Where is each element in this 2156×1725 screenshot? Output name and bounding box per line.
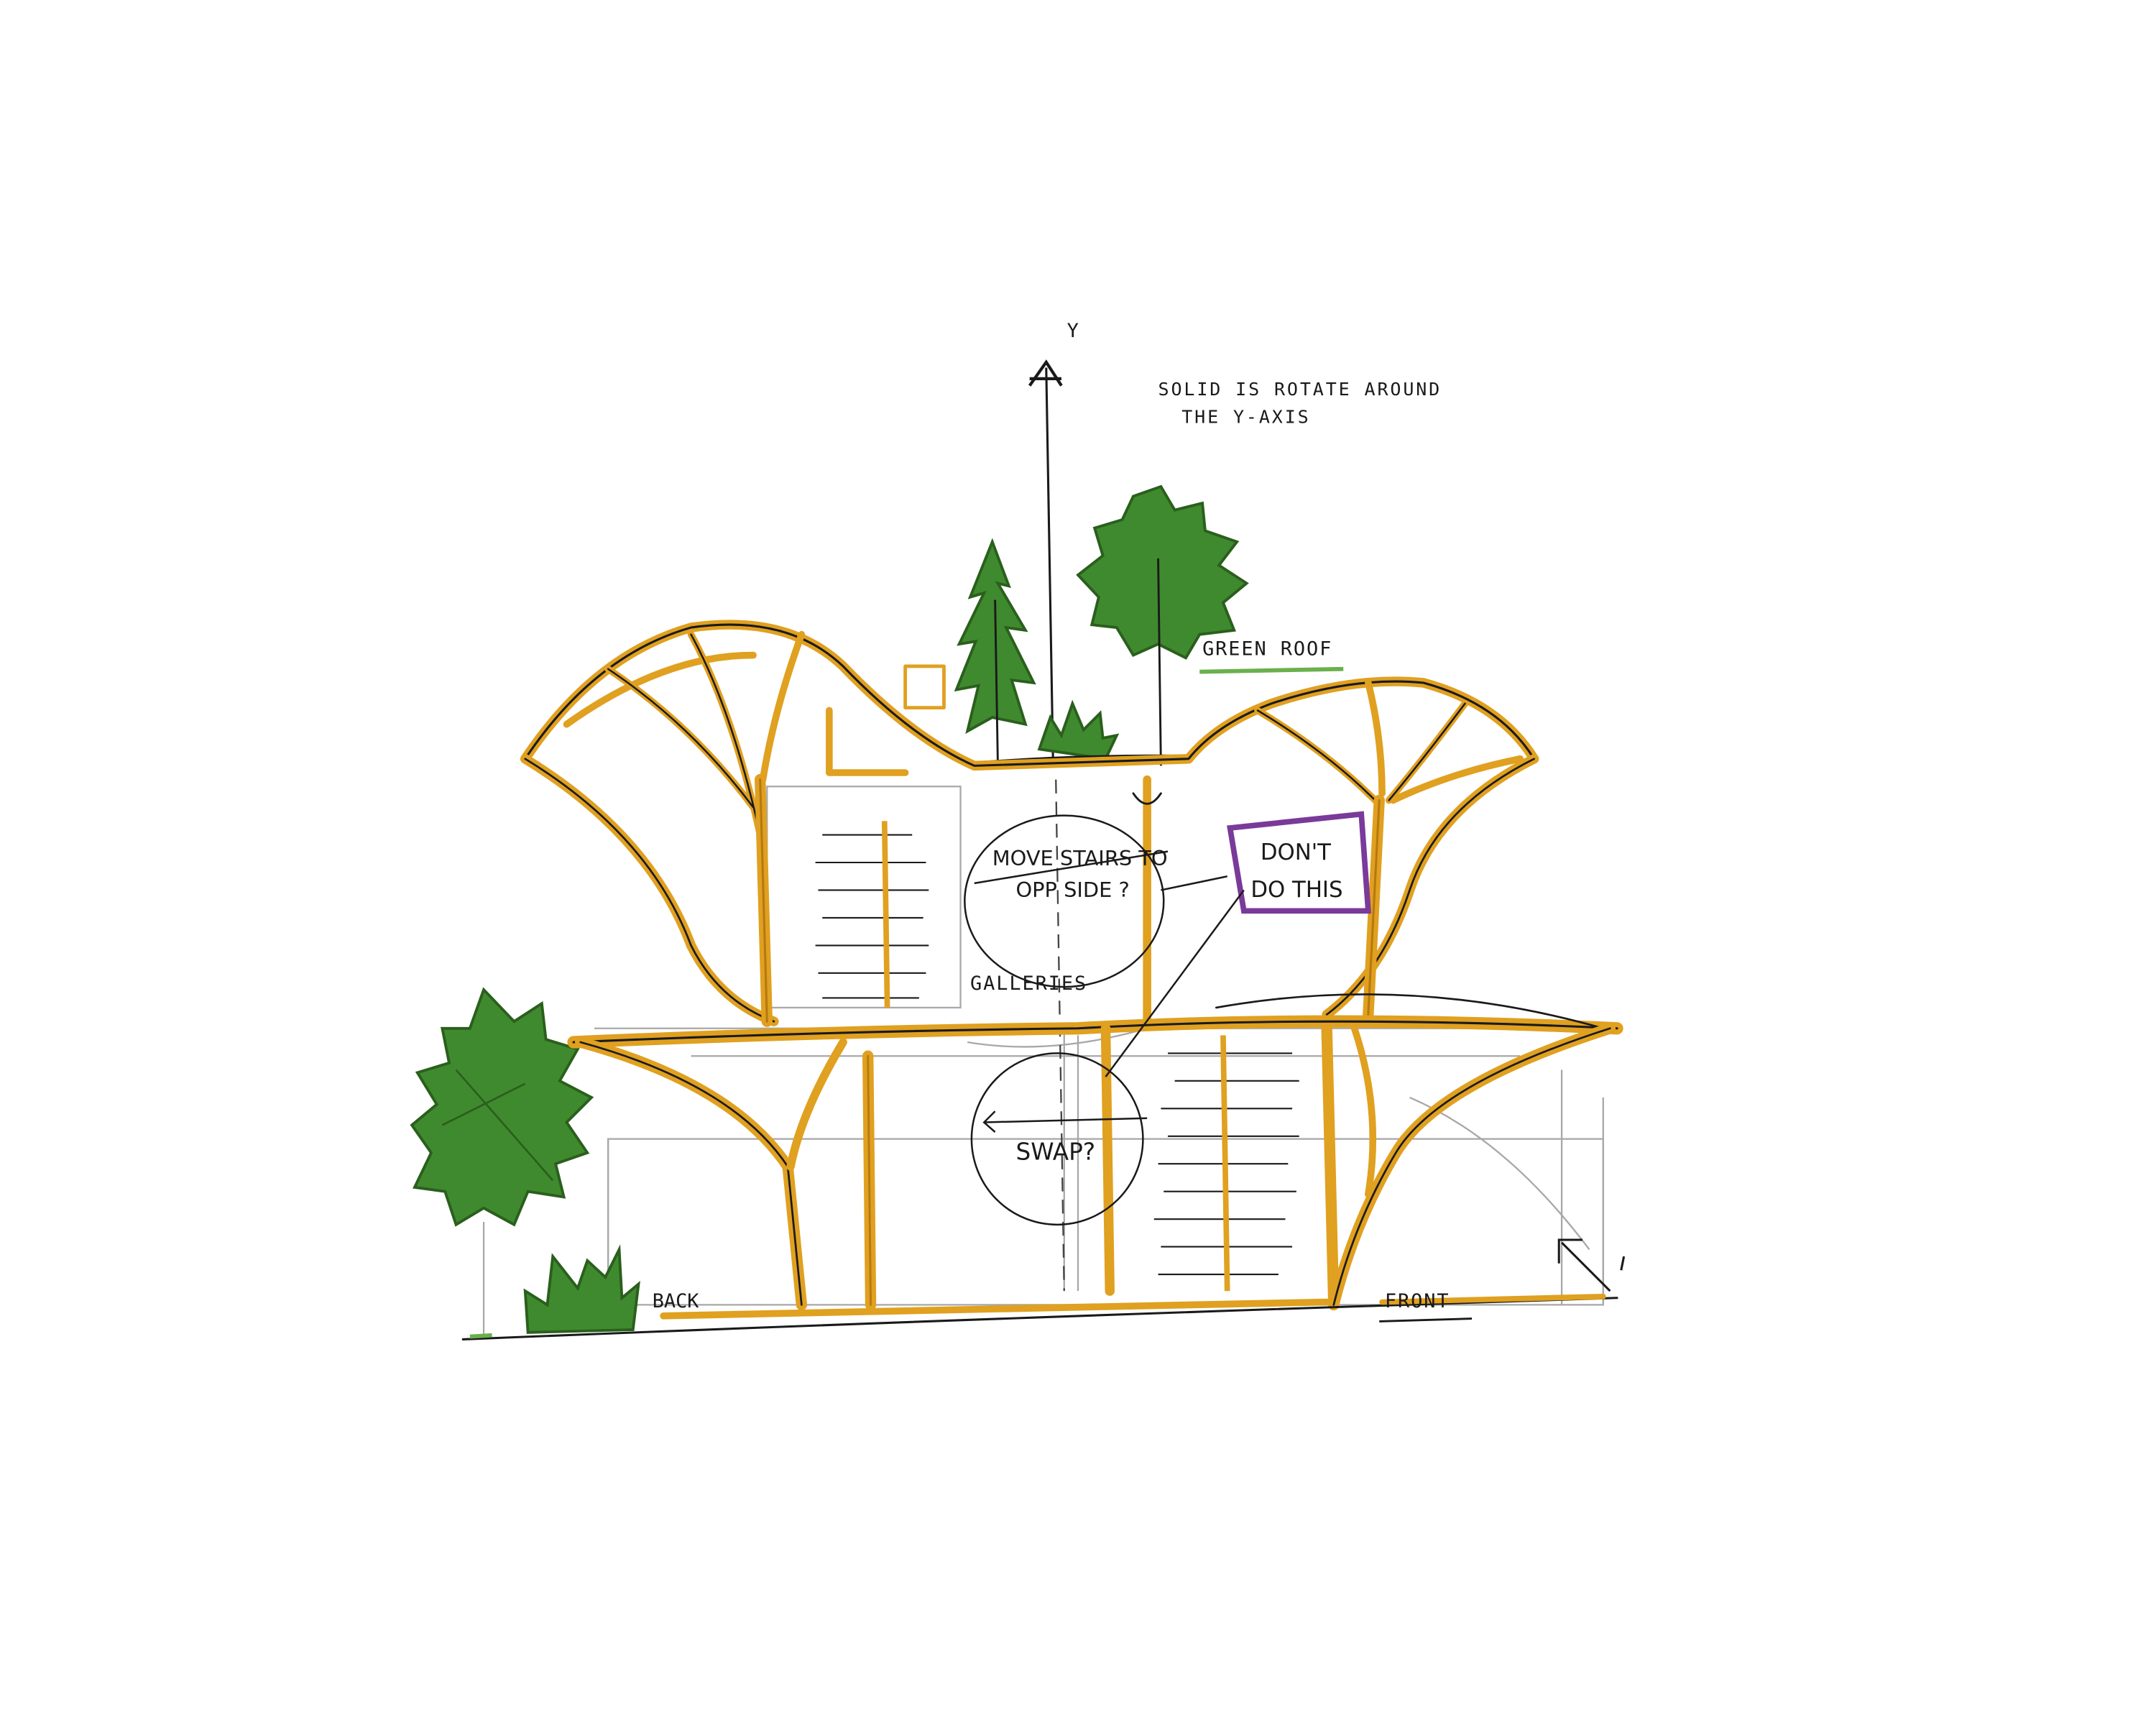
roof-tree-tall-icon: [954, 538, 1036, 766]
swap-note: SWAP?: [970, 1052, 1148, 1226]
move-stairs-line2: OPP SIDE ?: [1015, 878, 1129, 902]
ground-line: [461, 1297, 1618, 1340]
green-roof-label: GREEN ROOF: [1202, 638, 1332, 661]
dont-do-note: DON'T DO THIS: [1105, 811, 1371, 1077]
front-label: FRONT: [1385, 1290, 1450, 1312]
dont-do-line1: DON'T: [1261, 840, 1331, 865]
green-roof-label-group: GREEN ROOF: [1199, 638, 1344, 674]
y-axis-label: Y: [1067, 320, 1079, 342]
y-axis-line: [1045, 367, 1054, 766]
front-underline: [1379, 1317, 1473, 1322]
galleries-label: GALLERIES: [970, 972, 1087, 995]
rotate-note: SOLID IS ROTATE AROUND THE Y-AXIS: [1158, 379, 1442, 427]
back-label: BACK: [653, 1290, 700, 1312]
rotate-note-line2: THE Y-AXIS: [1181, 406, 1310, 427]
dont-do-leader: [1105, 889, 1245, 1077]
move-stairs-line1: MOVE STAIRS TO: [992, 846, 1168, 870]
y-axis: Y: [1028, 320, 1079, 1292]
front-label-group: FRONT: [1379, 1290, 1473, 1322]
left-tree-icon: [410, 987, 594, 1227]
green-roof-underline: [1199, 666, 1344, 674]
ground-green-tick: [469, 1333, 492, 1339]
direction-arrow-icon: [1557, 1238, 1626, 1292]
y-axis-line-dashed: [1055, 779, 1065, 1292]
upper-stairs: [815, 821, 929, 1008]
move-stairs-note: MOVE STAIRS TO OPP SIDE ?: [964, 814, 1227, 988]
move-stairs-leader: [1161, 875, 1227, 891]
swap-bubble: [970, 1052, 1144, 1226]
swap-label: SWAP?: [1015, 1138, 1095, 1165]
roof-shrub-icon: [1037, 699, 1120, 760]
lower-stairs: [1153, 1035, 1299, 1292]
ground-shrub-icon: [523, 1244, 640, 1334]
rotate-note-line1: SOLID IS ROTATE AROUND: [1158, 379, 1442, 400]
dont-do-purple-box: [1227, 811, 1371, 914]
building-structure: [461, 620, 1623, 1340]
paper-background: [0, 5, 2156, 1720]
move-stairs-bubble: [964, 814, 1165, 988]
y-axis-arrow-icon: [1028, 359, 1063, 387]
dont-do-line2: DO THIS: [1250, 877, 1342, 903]
roof-tree-round-icon: [1076, 484, 1249, 766]
